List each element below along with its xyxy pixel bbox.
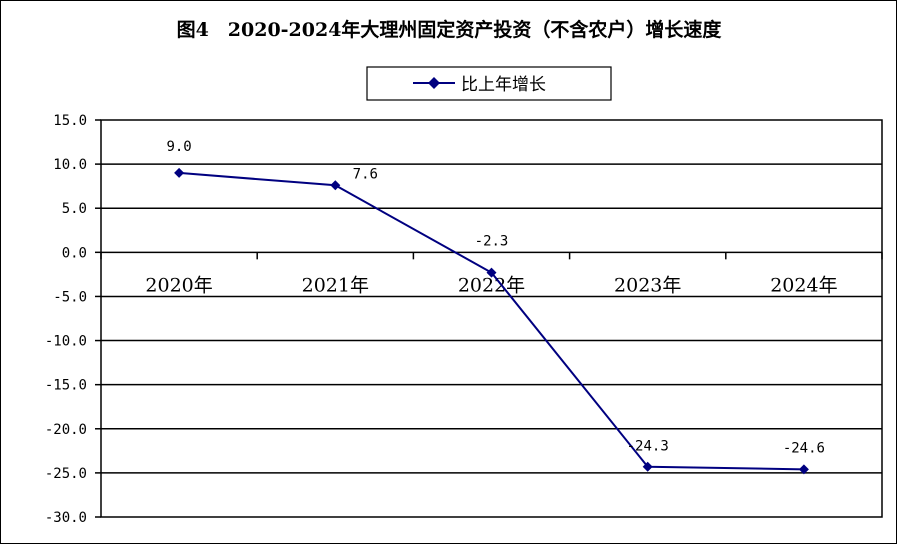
y-tick-label: -5.0 [53,289,87,305]
legend: 比上年增长 [366,66,612,101]
legend-marker-diamond-icon [428,77,440,89]
series-layer [174,167,809,475]
data-point-marker [642,461,653,472]
x-category-label: 2024年 [770,274,837,296]
data-point-marker [486,267,497,278]
axis-layer [95,119,883,518]
data-label: 7.6 [353,166,378,182]
y-tick-label: -30.0 [45,510,87,526]
data-point-marker [174,167,185,178]
y-tick-label: 5.0 [62,201,87,217]
y-tick-label: 15.0 [53,113,87,129]
y-tick-labels: 15.0 10.0 5.0 0.0 -5.0 -10.0 -15.0 -20.0 -25.0 -3… [45,113,87,526]
y-tick-label: -10.0 [45,334,87,350]
data-label: -24.3 [627,439,669,455]
y-tick-label: -20.0 [45,422,87,438]
plot-area-border [100,119,883,518]
x-category-label: 2023年 [614,274,681,296]
series-line [179,171,804,471]
data-labels: 9.0 7.6 -2.3 -24.3 -24.6 [166,139,825,456]
y-tick-label: -25.0 [45,466,87,482]
x-category-label: 2020年 [145,274,212,296]
legend-box [366,66,612,101]
y-tick-label: 0.0 [62,245,87,261]
chart-title: 图4 2020-2024年大理州固定资产投资（不含农户）增长速度 [177,18,723,41]
grid-layer [101,163,882,474]
data-label: 9.0 [166,139,191,155]
x-category-labels: 2020年 2021年 2022年 2023年 2024年 [145,274,837,296]
data-label: -2.3 [475,234,509,250]
data-point-marker [330,180,341,191]
x-category-label: 2021年 [302,274,369,296]
x-category-label: 2022年 [458,274,525,296]
y-tick-label: -15.0 [45,378,87,394]
legend-series-label: 比上年增长 [461,75,546,95]
y-tick-label: 10.0 [53,157,87,173]
data-label: -24.6 [783,440,825,456]
data-point-marker [798,464,809,475]
